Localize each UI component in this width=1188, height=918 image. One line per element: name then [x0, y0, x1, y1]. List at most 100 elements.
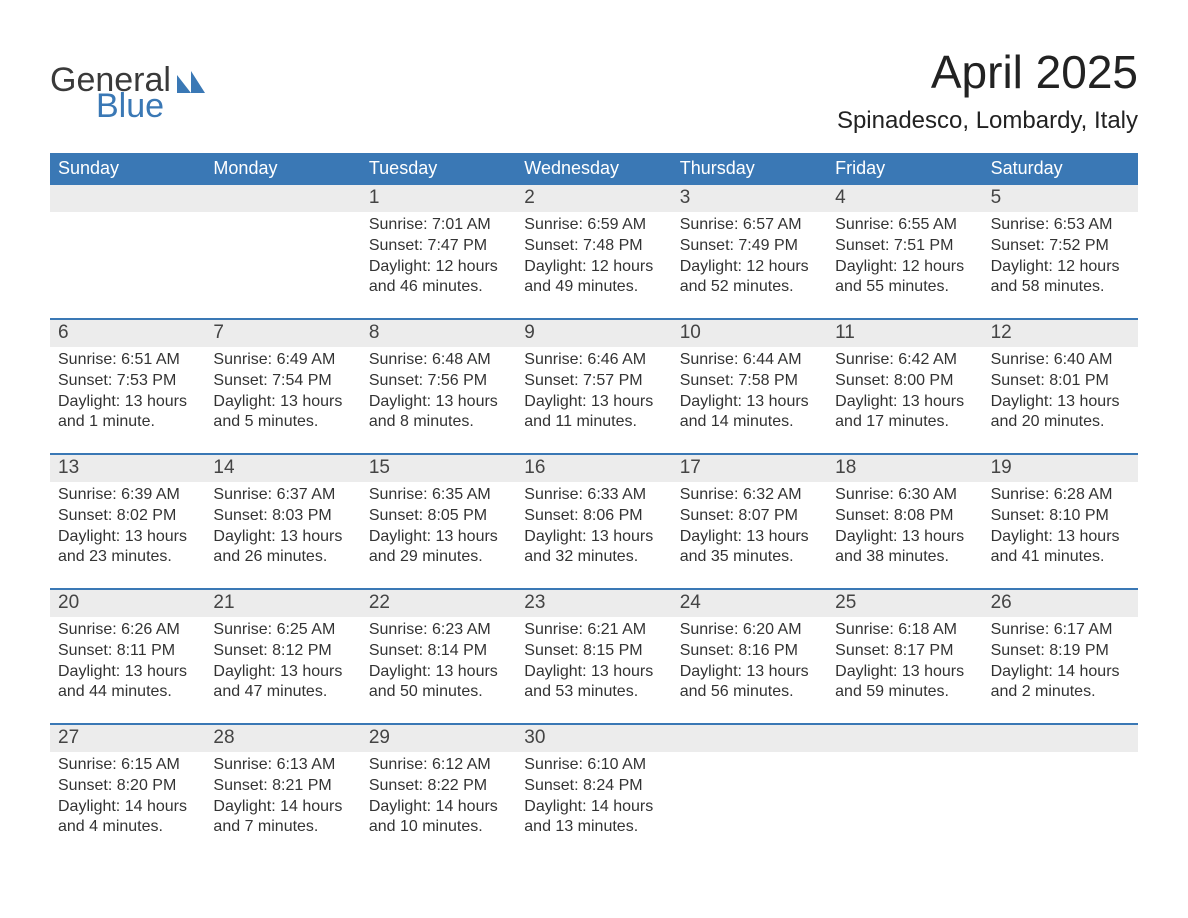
sunrise-text: Sunrise: 6:28 AM	[991, 485, 1130, 506]
day-number: 26	[983, 590, 1138, 617]
day-content: Sunrise: 6:40 AMSunset: 8:01 PMDaylight:…	[983, 347, 1138, 453]
day-number: 12	[983, 320, 1138, 347]
sunset-text: Sunset: 8:07 PM	[680, 506, 819, 527]
content-band: Sunrise: 7:01 AMSunset: 7:47 PMDaylight:…	[50, 212, 1138, 318]
day-content: Sunrise: 6:30 AMSunset: 8:08 PMDaylight:…	[827, 482, 982, 588]
sunrise-text: Sunrise: 6:42 AM	[835, 350, 974, 371]
daylight1-text: Daylight: 13 hours	[58, 392, 197, 413]
daylight1-text: Daylight: 13 hours	[58, 527, 197, 548]
daylight1-text: Daylight: 12 hours	[369, 257, 508, 278]
daylight2-text: and 50 minutes.	[369, 682, 508, 703]
day-content: Sunrise: 6:37 AMSunset: 8:03 PMDaylight:…	[205, 482, 360, 588]
sunrise-text: Sunrise: 6:59 AM	[524, 215, 663, 236]
sunrise-text: Sunrise: 6:17 AM	[991, 620, 1130, 641]
sunrise-text: Sunrise: 6:12 AM	[369, 755, 508, 776]
day-number: 15	[361, 455, 516, 482]
page: General Blue April 2025 Spinadesco, Lomb…	[0, 0, 1188, 918]
daylight1-text: Daylight: 13 hours	[213, 392, 352, 413]
content-band: Sunrise: 6:15 AMSunset: 8:20 PMDaylight:…	[50, 752, 1138, 858]
daylight2-text: and 56 minutes.	[680, 682, 819, 703]
week-row: 6789101112Sunrise: 6:51 AMSunset: 7:53 P…	[50, 318, 1138, 453]
daylight2-text: and 20 minutes.	[991, 412, 1130, 433]
daylight1-text: Daylight: 14 hours	[524, 797, 663, 818]
day-number: 28	[205, 725, 360, 752]
logo-text-blue: Blue	[96, 89, 164, 123]
day-number: 23	[516, 590, 671, 617]
sunset-text: Sunset: 8:20 PM	[58, 776, 197, 797]
day-number: 22	[361, 590, 516, 617]
day-content: Sunrise: 6:28 AMSunset: 8:10 PMDaylight:…	[983, 482, 1138, 588]
sunrise-text: Sunrise: 6:15 AM	[58, 755, 197, 776]
daylight2-text: and 5 minutes.	[213, 412, 352, 433]
week-row: 20212223242526Sunrise: 6:26 AMSunset: 8:…	[50, 588, 1138, 723]
location: Spinadesco, Lombardy, Italy	[837, 107, 1138, 135]
daylight2-text: and 59 minutes.	[835, 682, 974, 703]
daynum-band: 12345	[50, 185, 1138, 212]
daylight2-text: and 52 minutes.	[680, 277, 819, 298]
sunrise-text: Sunrise: 6:49 AM	[213, 350, 352, 371]
day-number	[50, 185, 205, 212]
sunset-text: Sunset: 7:47 PM	[369, 236, 508, 257]
sunset-text: Sunset: 8:06 PM	[524, 506, 663, 527]
day-number: 11	[827, 320, 982, 347]
sunrise-text: Sunrise: 6:48 AM	[369, 350, 508, 371]
daylight2-text: and 17 minutes.	[835, 412, 974, 433]
day-number: 6	[50, 320, 205, 347]
day-number: 20	[50, 590, 205, 617]
day-content: Sunrise: 6:44 AMSunset: 7:58 PMDaylight:…	[672, 347, 827, 453]
sunrise-text: Sunrise: 6:39 AM	[58, 485, 197, 506]
daylight1-text: Daylight: 14 hours	[58, 797, 197, 818]
day-number: 13	[50, 455, 205, 482]
day-content: Sunrise: 6:13 AMSunset: 8:21 PMDaylight:…	[205, 752, 360, 858]
day-content: Sunrise: 6:15 AMSunset: 8:20 PMDaylight:…	[50, 752, 205, 858]
day-content: Sunrise: 6:21 AMSunset: 8:15 PMDaylight:…	[516, 617, 671, 723]
day-number: 14	[205, 455, 360, 482]
sunrise-text: Sunrise: 6:23 AM	[369, 620, 508, 641]
sunrise-text: Sunrise: 6:57 AM	[680, 215, 819, 236]
daylight1-text: Daylight: 12 hours	[835, 257, 974, 278]
daylight1-text: Daylight: 13 hours	[835, 662, 974, 683]
dow-tuesday: Tuesday	[361, 153, 516, 185]
sunset-text: Sunset: 8:16 PM	[680, 641, 819, 662]
dow-wednesday: Wednesday	[516, 153, 671, 185]
daylight1-text: Daylight: 14 hours	[991, 662, 1130, 683]
daylight2-text: and 14 minutes.	[680, 412, 819, 433]
day-content: Sunrise: 6:35 AMSunset: 8:05 PMDaylight:…	[361, 482, 516, 588]
sunrise-text: Sunrise: 6:44 AM	[680, 350, 819, 371]
daylight1-text: Daylight: 13 hours	[213, 527, 352, 548]
daynum-band: 13141516171819	[50, 455, 1138, 482]
sunset-text: Sunset: 8:02 PM	[58, 506, 197, 527]
sunset-text: Sunset: 8:19 PM	[991, 641, 1130, 662]
day-content: Sunrise: 6:17 AMSunset: 8:19 PMDaylight:…	[983, 617, 1138, 723]
sunrise-text: Sunrise: 6:20 AM	[680, 620, 819, 641]
daylight2-text: and 41 minutes.	[991, 547, 1130, 568]
sunset-text: Sunset: 8:14 PM	[369, 641, 508, 662]
sunset-text: Sunset: 7:51 PM	[835, 236, 974, 257]
daylight1-text: Daylight: 13 hours	[213, 662, 352, 683]
sunset-text: Sunset: 7:57 PM	[524, 371, 663, 392]
sunrise-text: Sunrise: 6:30 AM	[835, 485, 974, 506]
daylight1-text: Daylight: 12 hours	[991, 257, 1130, 278]
sunrise-text: Sunrise: 6:13 AM	[213, 755, 352, 776]
daylight2-text: and 44 minutes.	[58, 682, 197, 703]
sunset-text: Sunset: 7:54 PM	[213, 371, 352, 392]
day-number: 2	[516, 185, 671, 212]
day-number	[672, 725, 827, 752]
dow-monday: Monday	[205, 153, 360, 185]
daylight1-text: Daylight: 12 hours	[524, 257, 663, 278]
sunrise-text: Sunrise: 6:51 AM	[58, 350, 197, 371]
day-content: Sunrise: 6:46 AMSunset: 7:57 PMDaylight:…	[516, 347, 671, 453]
daylight1-text: Daylight: 13 hours	[369, 392, 508, 413]
sunset-text: Sunset: 7:58 PM	[680, 371, 819, 392]
daylight2-text: and 35 minutes.	[680, 547, 819, 568]
sunset-text: Sunset: 7:49 PM	[680, 236, 819, 257]
daylight2-text: and 53 minutes.	[524, 682, 663, 703]
day-number: 21	[205, 590, 360, 617]
day-number: 4	[827, 185, 982, 212]
daylight2-text: and 32 minutes.	[524, 547, 663, 568]
day-number	[827, 725, 982, 752]
daylight2-text: and 10 minutes.	[369, 817, 508, 838]
day-number	[983, 725, 1138, 752]
weeks-container: 12345Sunrise: 7:01 AMSunset: 7:47 PMDayl…	[50, 185, 1138, 858]
dow-thursday: Thursday	[672, 153, 827, 185]
